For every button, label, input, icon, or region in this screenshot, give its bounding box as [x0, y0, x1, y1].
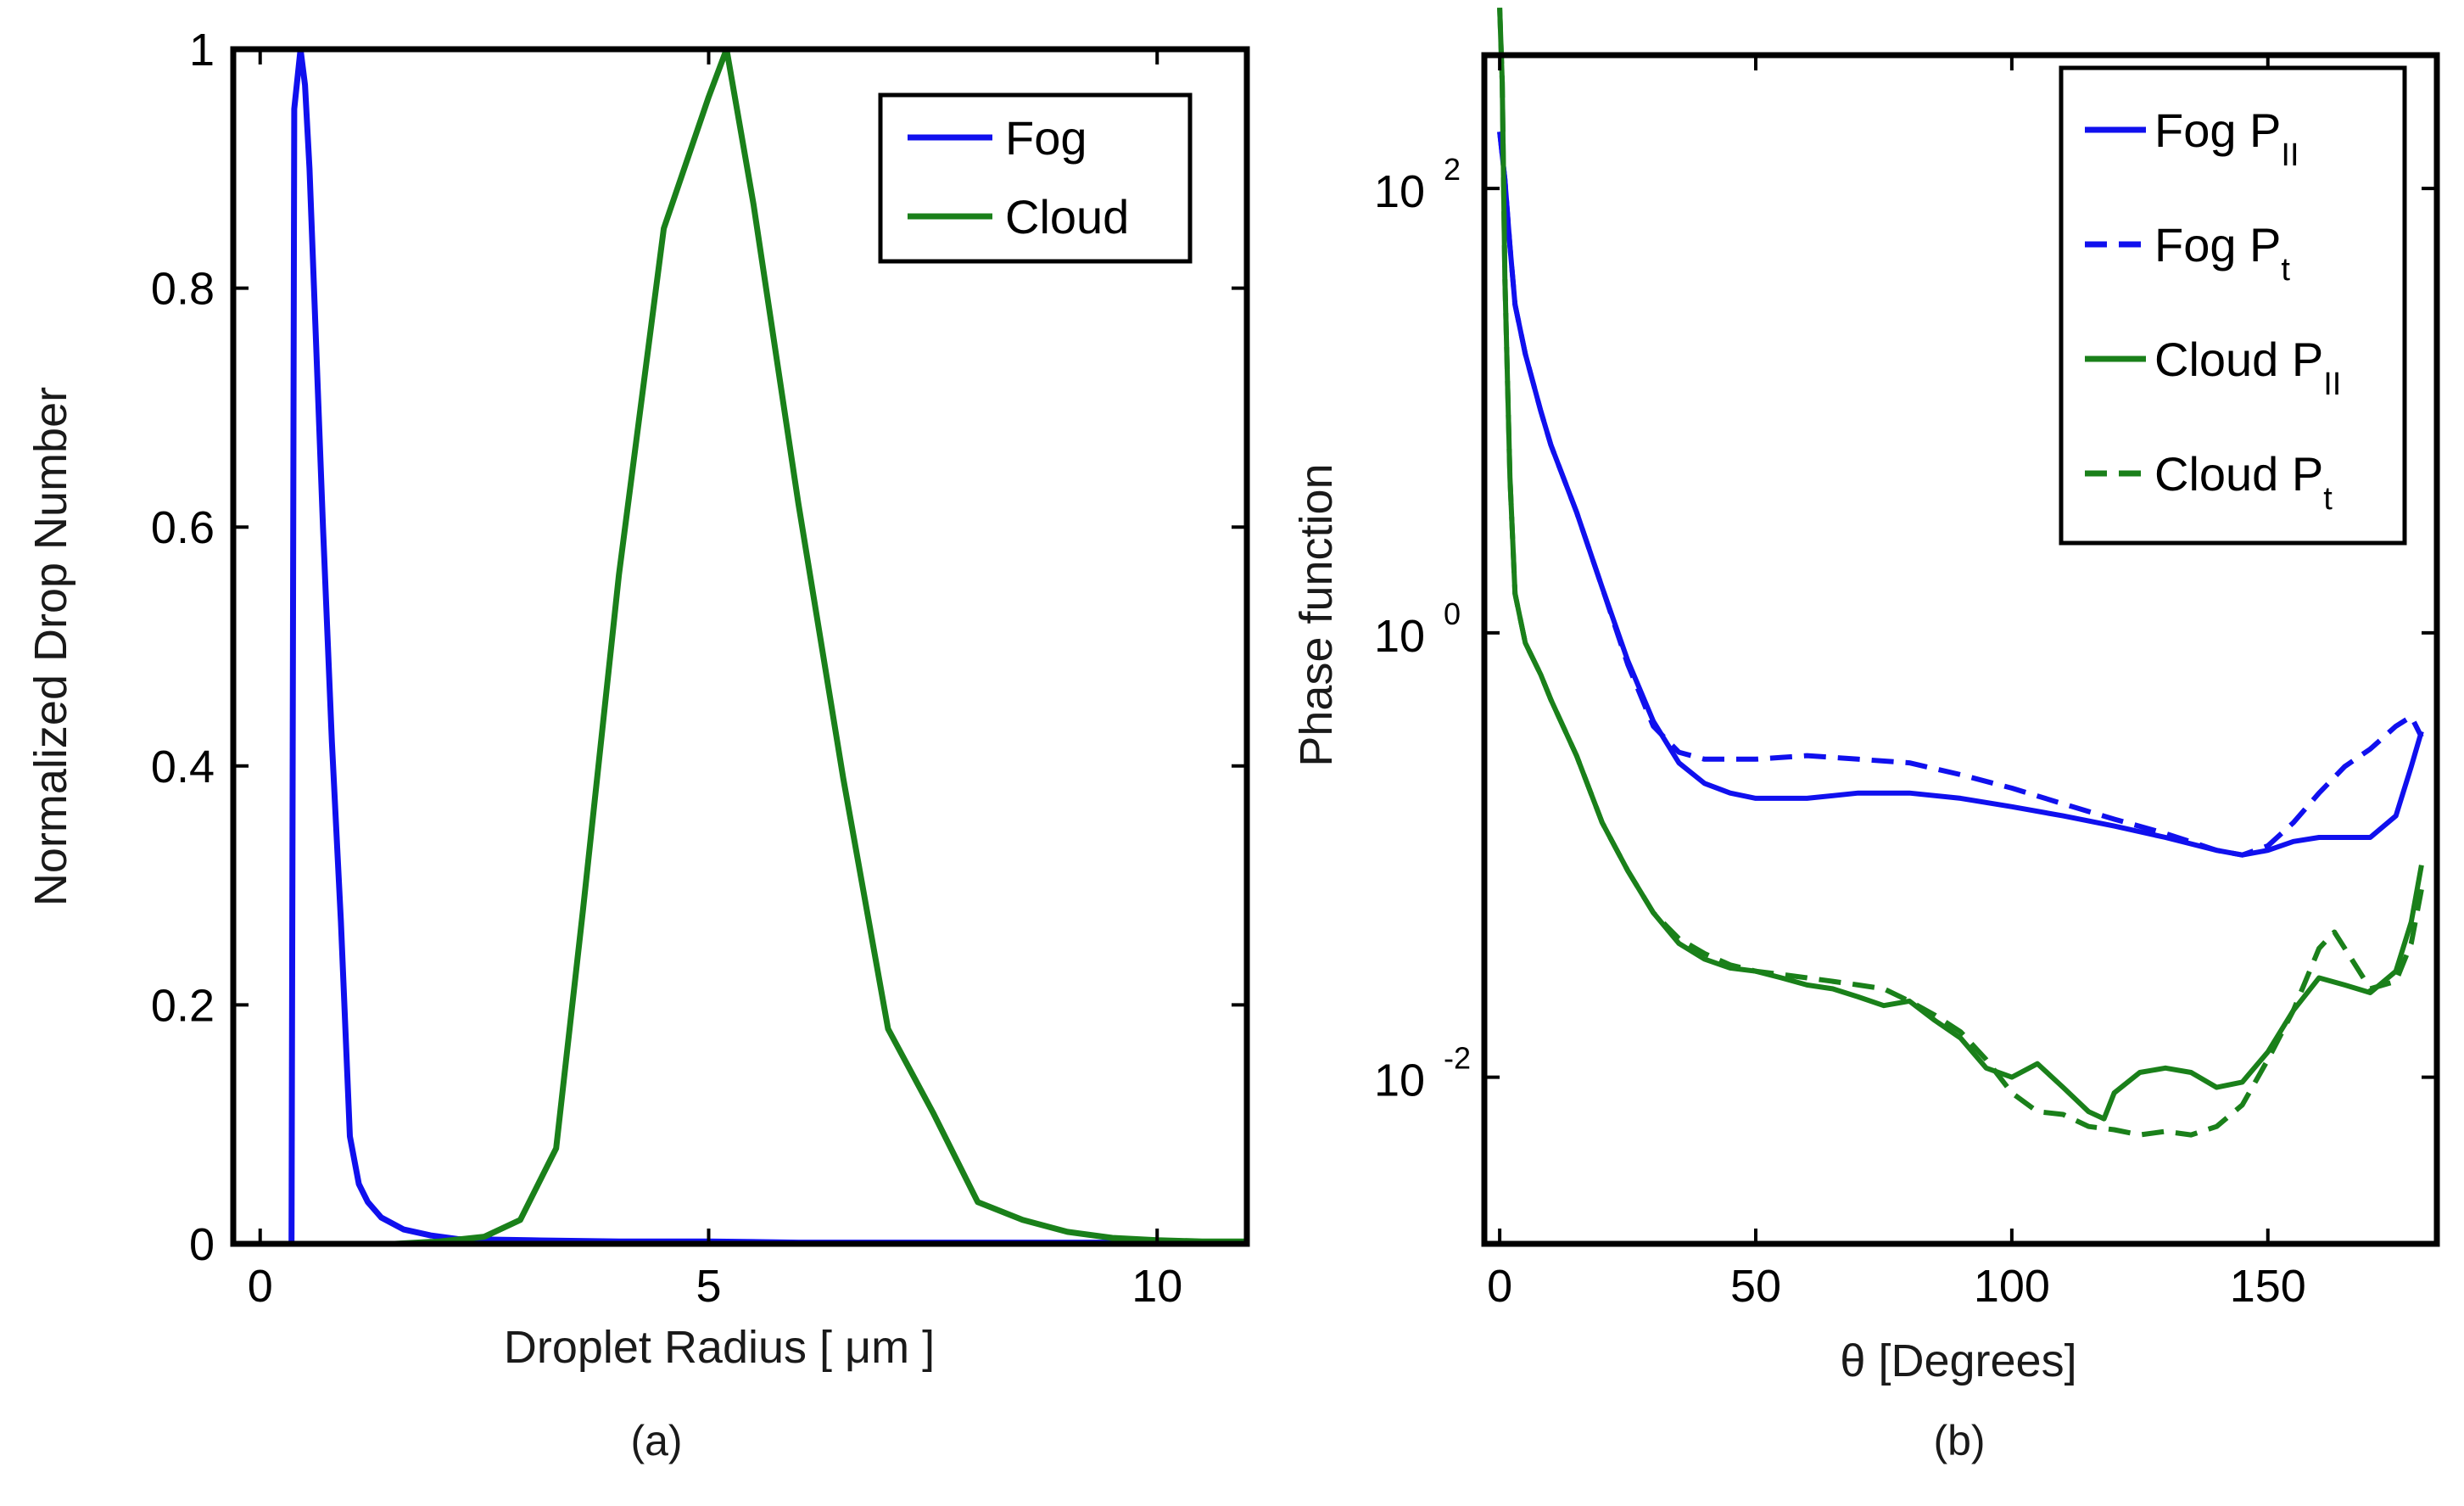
legend-label-fog-pii: Fog PII — [2154, 104, 2299, 173]
series-line-cloud — [349, 46, 1247, 1247]
y-axis-label-b: Phase function — [1291, 463, 1342, 766]
legend-label-fog-pt: Fog Pt — [2154, 218, 2290, 288]
panel-a: 0 5 10 0 0.2 0.4 0.6 0.8 1 Droplet Radius [ μm … — [25, 25, 1250, 1464]
legend-label-cloud-pii: Cloud PII — [2154, 333, 2341, 402]
legend-label-fog: Fog — [1005, 111, 1087, 165]
legend-a: Fog Cloud — [878, 92, 1193, 264]
y-tick-label-a: 0.6 — [151, 502, 215, 553]
plot-frame-a — [230, 46, 1250, 1247]
y-tick-exponent-b: 0 — [1444, 596, 1461, 631]
legend-b: Fog PII Fog Pt Cloud PII Cloud Pt — [2059, 65, 2407, 546]
x-tick-label-b: 100 — [1974, 1261, 2050, 1312]
x-tick-label-a: 5 — [696, 1261, 721, 1312]
y-axis-label-a: Normalized Drop Number — [25, 387, 76, 906]
caption-b: (b) — [1933, 1417, 1985, 1464]
x-tick-label-b: 50 — [1730, 1261, 1781, 1312]
plot-frame-b — [1481, 52, 2440, 1247]
y-tick-exponent-b: -2 — [1444, 1041, 1471, 1076]
caption-a: (a) — [630, 1417, 682, 1464]
y-tick-exponent-b: 2 — [1444, 152, 1461, 187]
series-line-fog-p-ii — [1497, 131, 2424, 858]
y-tick-label-a: 0 — [189, 1219, 215, 1270]
y-tick-label-b: 10 — [1374, 611, 1425, 662]
x-tick-label-b: 0 — [1487, 1261, 1512, 1312]
x-tick-label-a: 10 — [1131, 1261, 1182, 1312]
y-tick-label-b: 10 — [1374, 1055, 1425, 1106]
x-axis-label-b: θ [Degrees] — [1840, 1335, 2076, 1386]
y-tick-label-a: 0.8 — [151, 264, 215, 315]
series-line-fog-p-t — [1497, 131, 2424, 858]
y-tick-label-a: 0.2 — [151, 980, 215, 1031]
y-tick-label-a: 1 — [189, 25, 215, 76]
legend-box-b — [2059, 65, 2407, 546]
legend-label-cloud-pt: Cloud Pt — [2154, 447, 2333, 517]
x-tick-label-b: 150 — [2230, 1261, 2306, 1312]
y-tick-label-a: 0.4 — [151, 742, 215, 792]
legend-label-cloud: Cloud — [1005, 190, 1129, 244]
x-axis-label-a: Droplet Radius [ μm ] — [504, 1322, 935, 1373]
x-tick-label-a: 0 — [248, 1261, 273, 1312]
y-tick-label-b: 10 — [1374, 166, 1425, 217]
legend-box-a — [878, 92, 1193, 264]
series-line-cloud-p-t — [1497, 8, 2424, 1138]
